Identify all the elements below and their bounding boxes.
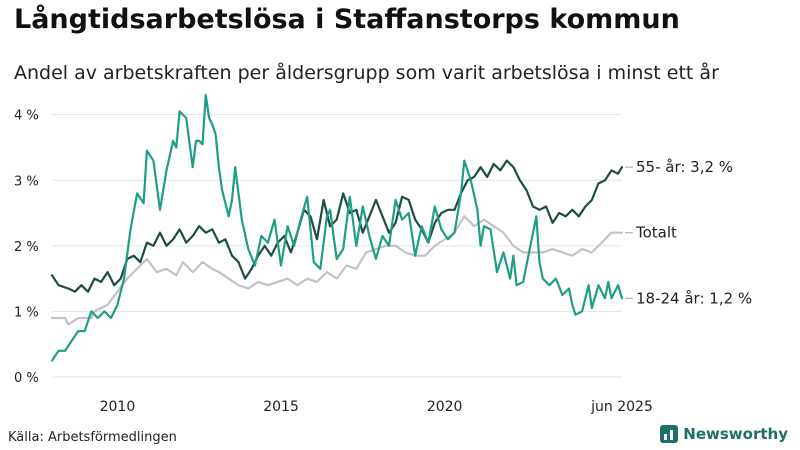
x-tick-label: jun 2025 <box>590 399 653 415</box>
x-tick-label: 2010 <box>100 399 136 415</box>
series-end-labels: 55- år: 3,2 % Totalt 18-24 år: 1,2 % <box>625 158 752 307</box>
brand-logo: Newsworthy <box>660 425 788 443</box>
grid-lines <box>52 114 622 378</box>
series-lines <box>50 93 624 362</box>
y-tick-label: 3 % <box>14 174 39 189</box>
end-label-55-r: 55- år: 3,2 % <box>636 158 733 176</box>
series-line-totalt <box>50 215 624 326</box>
end-label-18-24-r: 18-24 år: 1,2 % <box>636 289 752 307</box>
bar-chart-icon <box>660 425 679 443</box>
brand-name: Newsworthy <box>683 425 788 443</box>
series-line-18-24-r <box>50 93 624 362</box>
y-axis-tick-labels: 0 % 1 % 2 % 3 % 4 % <box>14 109 39 386</box>
y-tick-label: 0 % <box>14 371 39 386</box>
x-tick-label: 2020 <box>427 399 463 415</box>
end-label-totalt: Totalt <box>635 224 677 242</box>
series-line-55-r <box>50 159 624 293</box>
y-tick-label: 4 % <box>14 109 39 124</box>
chart-subtitle: Andel av arbetskraften per åldersgrupp s… <box>14 62 719 84</box>
source-note: Källa: Arbetsförmedlingen <box>8 430 177 445</box>
y-tick-label: 1 % <box>14 305 39 320</box>
x-axis-tick-labels: 2010 2015 2020 jun 2025 <box>100 399 653 415</box>
x-tick-label: 2015 <box>263 399 299 415</box>
chart-title: Långtidsarbetslösa i Staffanstorps kommu… <box>14 4 680 35</box>
y-tick-label: 2 % <box>14 240 39 255</box>
